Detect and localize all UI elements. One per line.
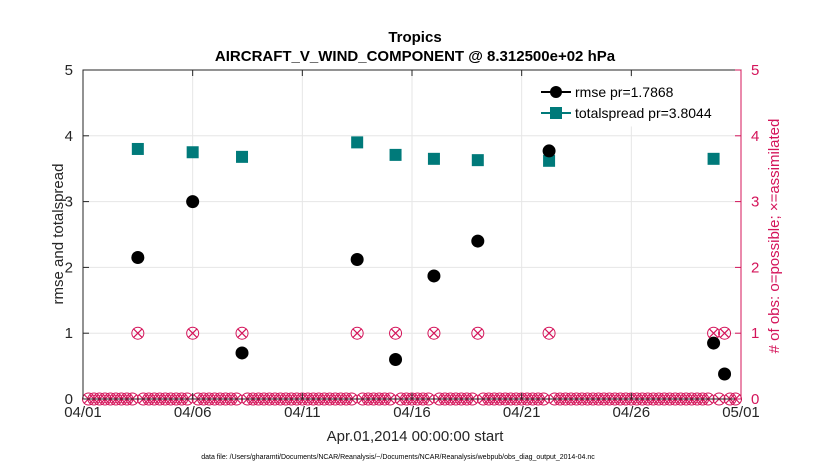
totalspread-point — [543, 154, 556, 167]
legend-rmse-label: rmse pr=1.7868 — [575, 84, 674, 100]
rmse-point — [718, 367, 732, 381]
y2-tick-label: 4 — [751, 128, 759, 145]
y2-tick-label: 5 — [751, 62, 759, 79]
rmse-point — [131, 251, 145, 265]
legend-spread-marker — [550, 107, 562, 119]
legend: rmse pr=1.7868 totalspread pr=3.8044 — [535, 77, 735, 127]
legend-rmse-marker — [550, 86, 562, 98]
obs-assimilated-point — [237, 328, 247, 339]
rmse-point — [350, 253, 364, 267]
x-tick-label: 05/01 — [722, 404, 760, 421]
rmse-point — [427, 269, 441, 283]
rmse-point — [186, 195, 200, 209]
y-tick-label: 2 — [65, 259, 73, 276]
rmse-point — [707, 336, 721, 350]
obs-assimilated-point — [719, 328, 730, 339]
obs-possible-point — [471, 326, 485, 340]
x-tick-label: 04/26 — [613, 404, 651, 421]
rmse-point — [471, 234, 485, 248]
totalspread-point — [131, 142, 144, 155]
axis-ticks: 04/01 04/06 04/11 04/16 04/21 04/26 05/010 01 12… — [64, 62, 760, 421]
obs-possible-point — [131, 326, 145, 340]
obs-possible-point — [542, 326, 556, 340]
data-file-footnote: data file: /Users/gharamti/Documents/NCA… — [201, 454, 595, 461]
totalspread-point — [351, 136, 364, 149]
legend-box — [535, 77, 735, 127]
y2-tick-label: 1 — [751, 325, 759, 342]
y2-tick-label: 0 — [751, 391, 759, 408]
y-tick-label: 1 — [65, 325, 73, 342]
obs-possible-point — [235, 326, 249, 340]
x-tick-label: 04/06 — [174, 404, 212, 421]
y2-tick-label: 3 — [751, 194, 759, 211]
y2-tick-label: 2 — [751, 259, 759, 276]
obs-assimilated-point — [352, 328, 363, 339]
y2-axis-label: # of obs: o=possible; ×=assimilated — [766, 119, 783, 354]
totalspread-point — [427, 152, 440, 165]
rmse-point — [389, 353, 403, 367]
chart-title: Tropics — [388, 29, 441, 46]
totalspread-point — [236, 150, 249, 163]
chart-subtitle: AIRCRAFT_V_WIND_COMPONENT @ 8.312500e+02… — [215, 48, 616, 65]
obs-assimilated-point — [544, 328, 555, 339]
x-tick-label: 04/21 — [503, 404, 541, 421]
obs-assimilated-point — [132, 328, 143, 339]
x-axis-label: Apr.01,2014 00:00:00 start — [327, 428, 505, 445]
x-tick-label: 04/11 — [284, 404, 320, 421]
y-tick-label: 0 — [65, 391, 73, 408]
obs-assimilated-point — [187, 328, 198, 339]
totalspread-point — [471, 154, 484, 167]
y-tick-label: 4 — [65, 128, 73, 145]
obs-possible-point — [427, 326, 441, 340]
rmse-point — [542, 144, 556, 158]
y-axis-label: rmse and totalspread — [50, 164, 67, 305]
obs-assimilated-point — [429, 328, 439, 339]
legend-spread-label: totalspread pr=3.8044 — [575, 105, 712, 121]
y-tick-label: 3 — [65, 194, 73, 211]
obs-assimilated-point — [708, 328, 719, 339]
totalspread-point — [186, 146, 199, 159]
obs-possible-point — [389, 326, 403, 340]
obs-assimilated-point — [390, 328, 401, 339]
totalspread-point — [389, 148, 402, 161]
obs-possible-point — [186, 326, 200, 340]
rmse-point — [235, 346, 249, 360]
obs-assimilated-point — [472, 328, 483, 339]
y-tick-label: 5 — [65, 62, 73, 79]
obs-possible-point — [350, 326, 364, 340]
obs-possible-point — [718, 326, 732, 340]
x-tick-label: 04/16 — [393, 404, 431, 421]
x-tick-label: 04/01 — [64, 404, 102, 421]
totalspread-point — [707, 152, 720, 165]
